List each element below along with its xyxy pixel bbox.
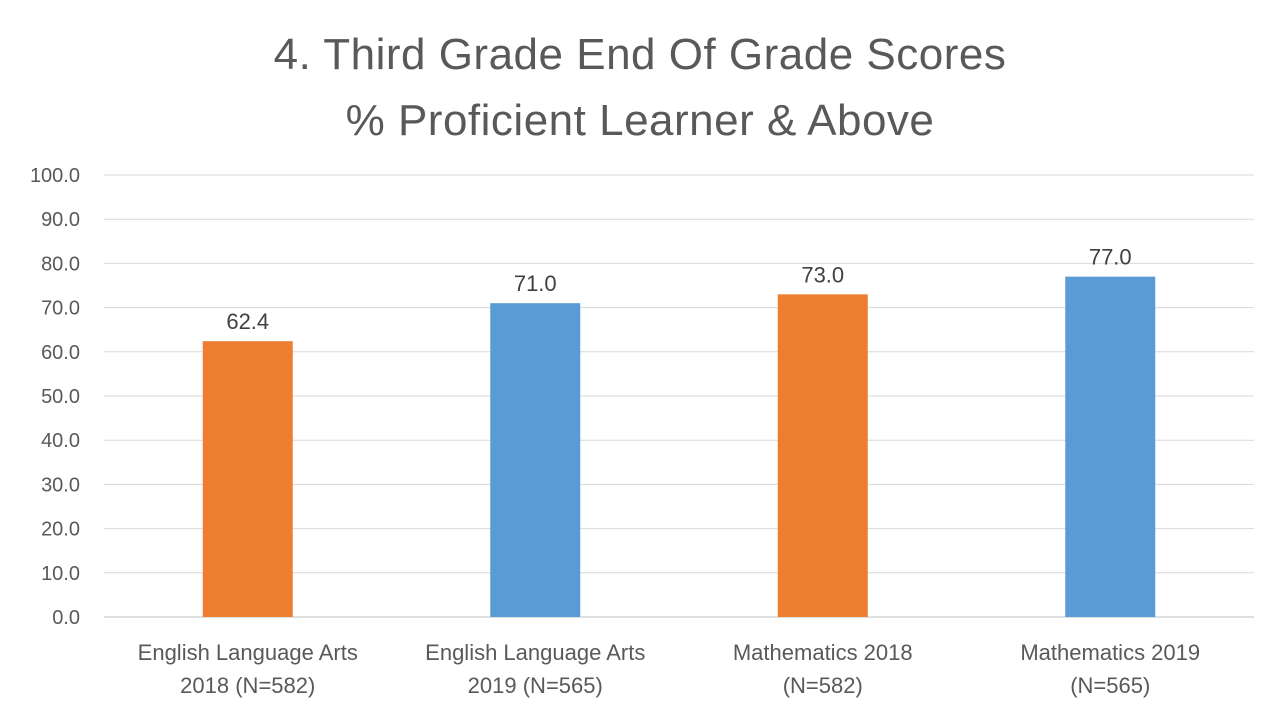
chart-title-line-2: % Proficient Learner & Above [345,96,935,145]
data-label: 71.0 [514,271,557,296]
y-tick-label: 90.0 [41,209,80,231]
x-tick-label: English Language Arts 2018 (N=582) [138,640,358,698]
x-tick-label-line: 2019 (N=565) [468,673,603,698]
chart-title-line-1: 4. Third Grade End Of Grade Scores [273,30,1007,79]
x-tick-label-line: English Language Arts [138,640,358,665]
x-tick-label-line: (N=582) [783,673,863,698]
y-tick-label: 80.0 [41,253,80,275]
x-tick-label: Mathematics 2018 (N=582) [733,640,913,698]
x-tick-label: Mathematics 2019 (N=565) [1020,640,1200,698]
y-tick-label: 60.0 [41,342,80,364]
data-label: 73.0 [801,262,844,287]
x-tick-label: English Language Arts 2019 (N=565) [425,640,645,698]
bar [202,341,293,617]
x-tick-label-line: Mathematics 2018 [733,640,913,665]
y-tick-label: 100.0 [30,165,80,187]
x-tick-label-line: (N=565) [1070,673,1150,698]
y-tick-label: 30.0 [41,474,80,496]
bar [777,294,868,617]
x-tick-label-line: 2018 (N=582) [180,673,315,698]
x-tick-label-line: Mathematics 2019 [1020,640,1200,665]
y-tick-label: 40.0 [41,430,80,452]
y-tick-label: 20.0 [41,519,80,541]
x-tick-label-line: English Language Arts [425,640,645,665]
y-tick-label: 70.0 [41,298,80,320]
y-tick-label: 10.0 [41,563,80,585]
y-tick-label: 0.0 [52,607,80,629]
bar [490,303,581,617]
data-label: 62.4 [226,309,269,334]
y-tick-label: 50.0 [41,386,80,408]
bar [1065,276,1156,617]
data-label: 77.0 [1089,245,1132,270]
